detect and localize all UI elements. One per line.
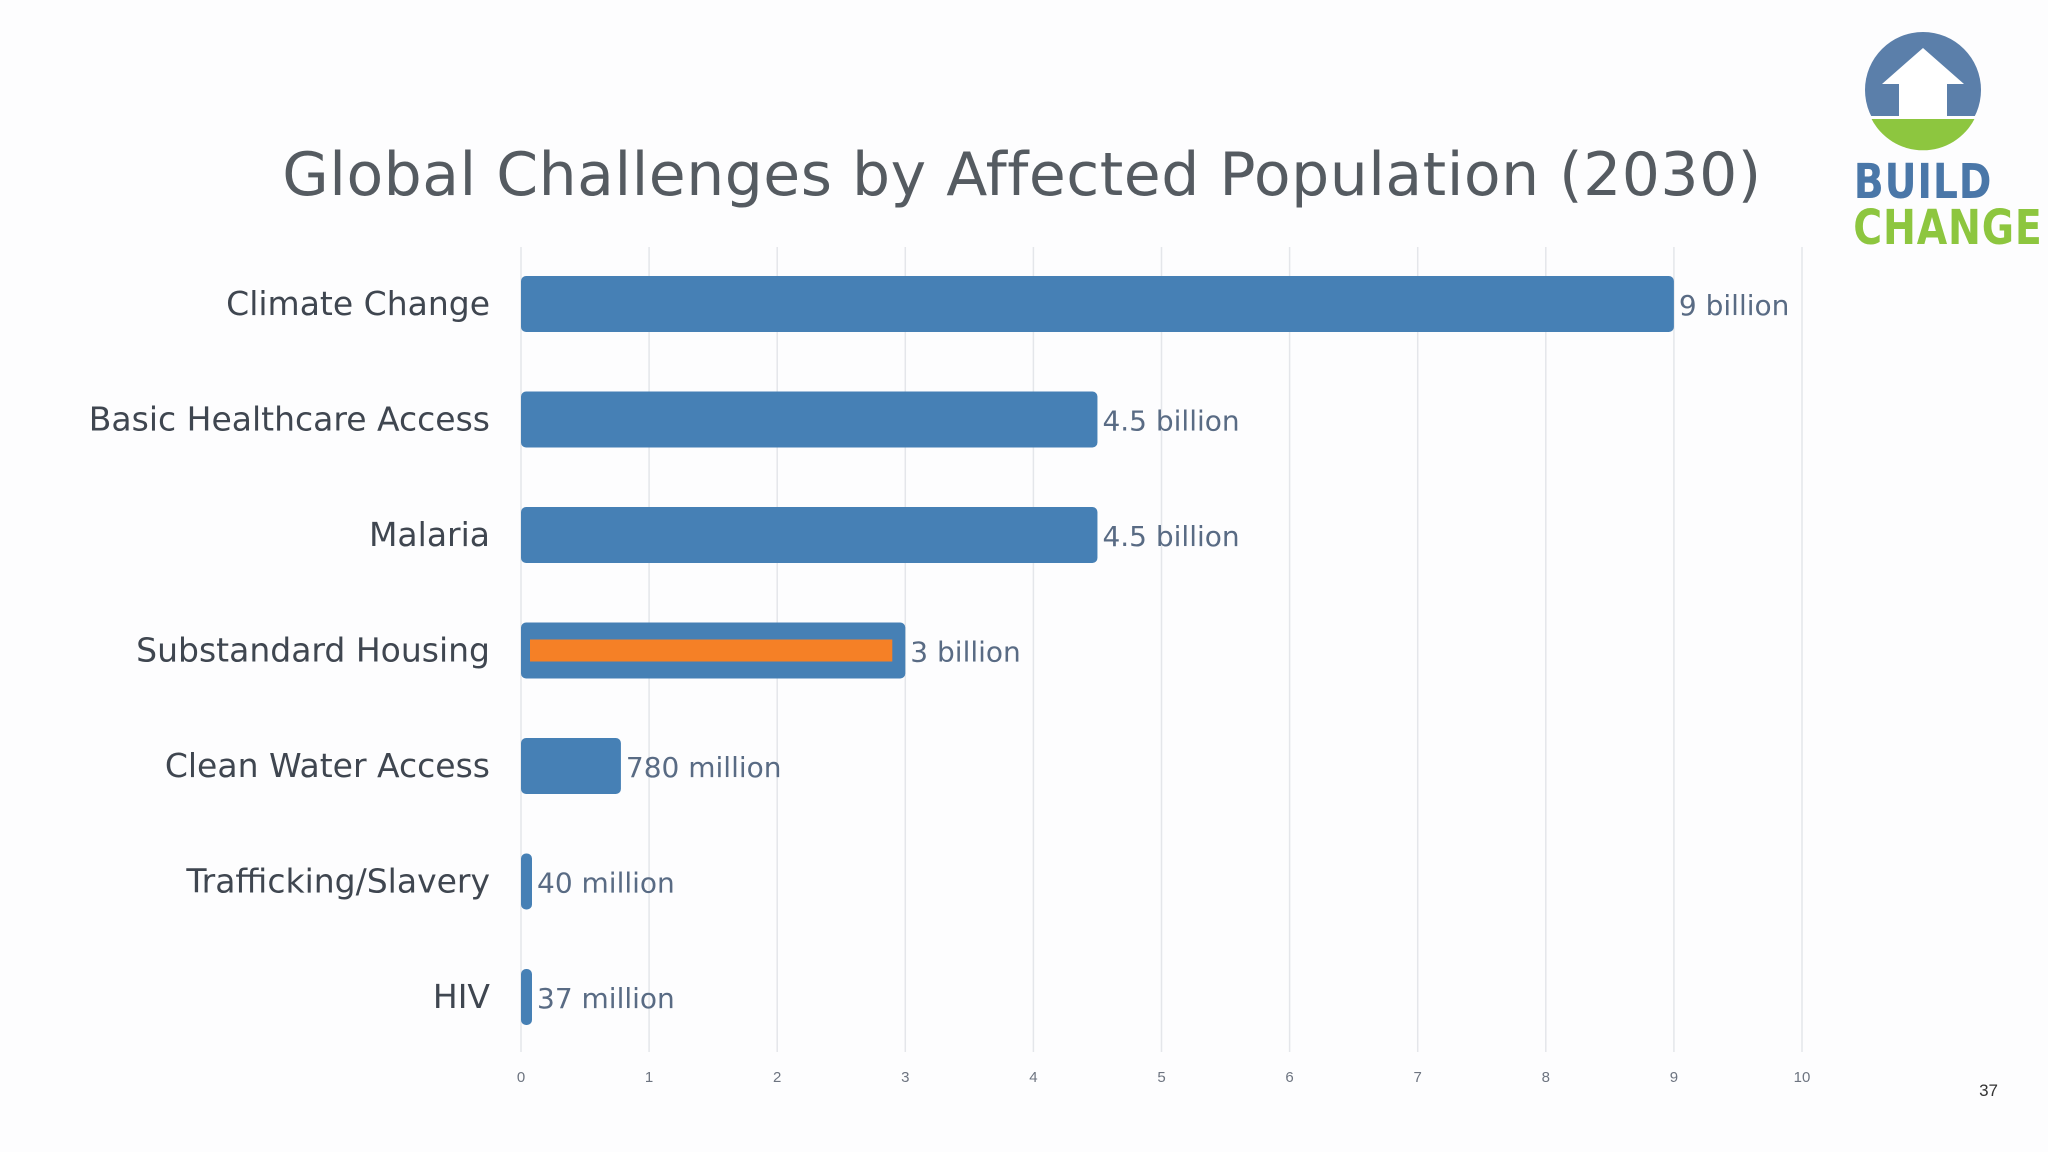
bar (521, 507, 1098, 563)
category-label: Climate Change (226, 284, 490, 323)
logo-text-change: CHANGE (1853, 200, 2043, 256)
house-icon (1865, 32, 1981, 151)
x-tick-label: 5 (1157, 1069, 1165, 1086)
bar (521, 969, 532, 1025)
bar (521, 276, 1674, 332)
x-tick-label: 9 (1670, 1069, 1678, 1086)
value-label: 40 million (537, 867, 675, 900)
x-tick-label: 0 (517, 1069, 525, 1086)
category-label: Clean Water Access (165, 746, 490, 785)
page-number: 37 (1979, 1081, 1998, 1100)
labels: 0 1 2 3 4 5 6 7 8 9 10 Climate Change 9 billion Basic… (89, 284, 1811, 1086)
build-change-logo: BUILD CHANGE (1838, 28, 2043, 258)
value-label: 9 billion (1679, 289, 1789, 322)
value-label: 3 billion (910, 636, 1020, 669)
bar (521, 391, 1098, 448)
category-label: Trafficking/Slavery (185, 862, 490, 901)
x-tick-label: 1 (645, 1069, 653, 1086)
category-label: Basic Healthcare Access (89, 400, 490, 439)
bars (521, 276, 1674, 1025)
x-tick-label: 3 (901, 1069, 909, 1086)
bar (521, 738, 621, 794)
value-label: 37 million (537, 982, 675, 1015)
value-label: 4.5 billion (1102, 405, 1239, 438)
x-tick-label: 6 (1285, 1069, 1293, 1086)
highlight-bar (530, 639, 893, 662)
category-label: HIV (433, 977, 491, 1016)
category-label: Substandard Housing (136, 631, 490, 670)
bar (521, 853, 532, 910)
value-label: 780 million (626, 751, 782, 784)
x-tick-label: 4 (1029, 1069, 1037, 1086)
logo-text-build: BUILD (1853, 154, 1993, 210)
gridlines (520, 247, 1803, 1052)
x-tick-label: 2 (773, 1069, 781, 1086)
x-tick-label: 8 (1542, 1069, 1550, 1086)
value-label: 4.5 billion (1102, 520, 1239, 553)
category-label: Malaria (369, 515, 490, 554)
x-tick-label: 7 (1414, 1069, 1422, 1086)
chart-title: Global Challenges by Affected Population… (282, 140, 1762, 210)
x-tick-label: 10 (1794, 1069, 1811, 1086)
